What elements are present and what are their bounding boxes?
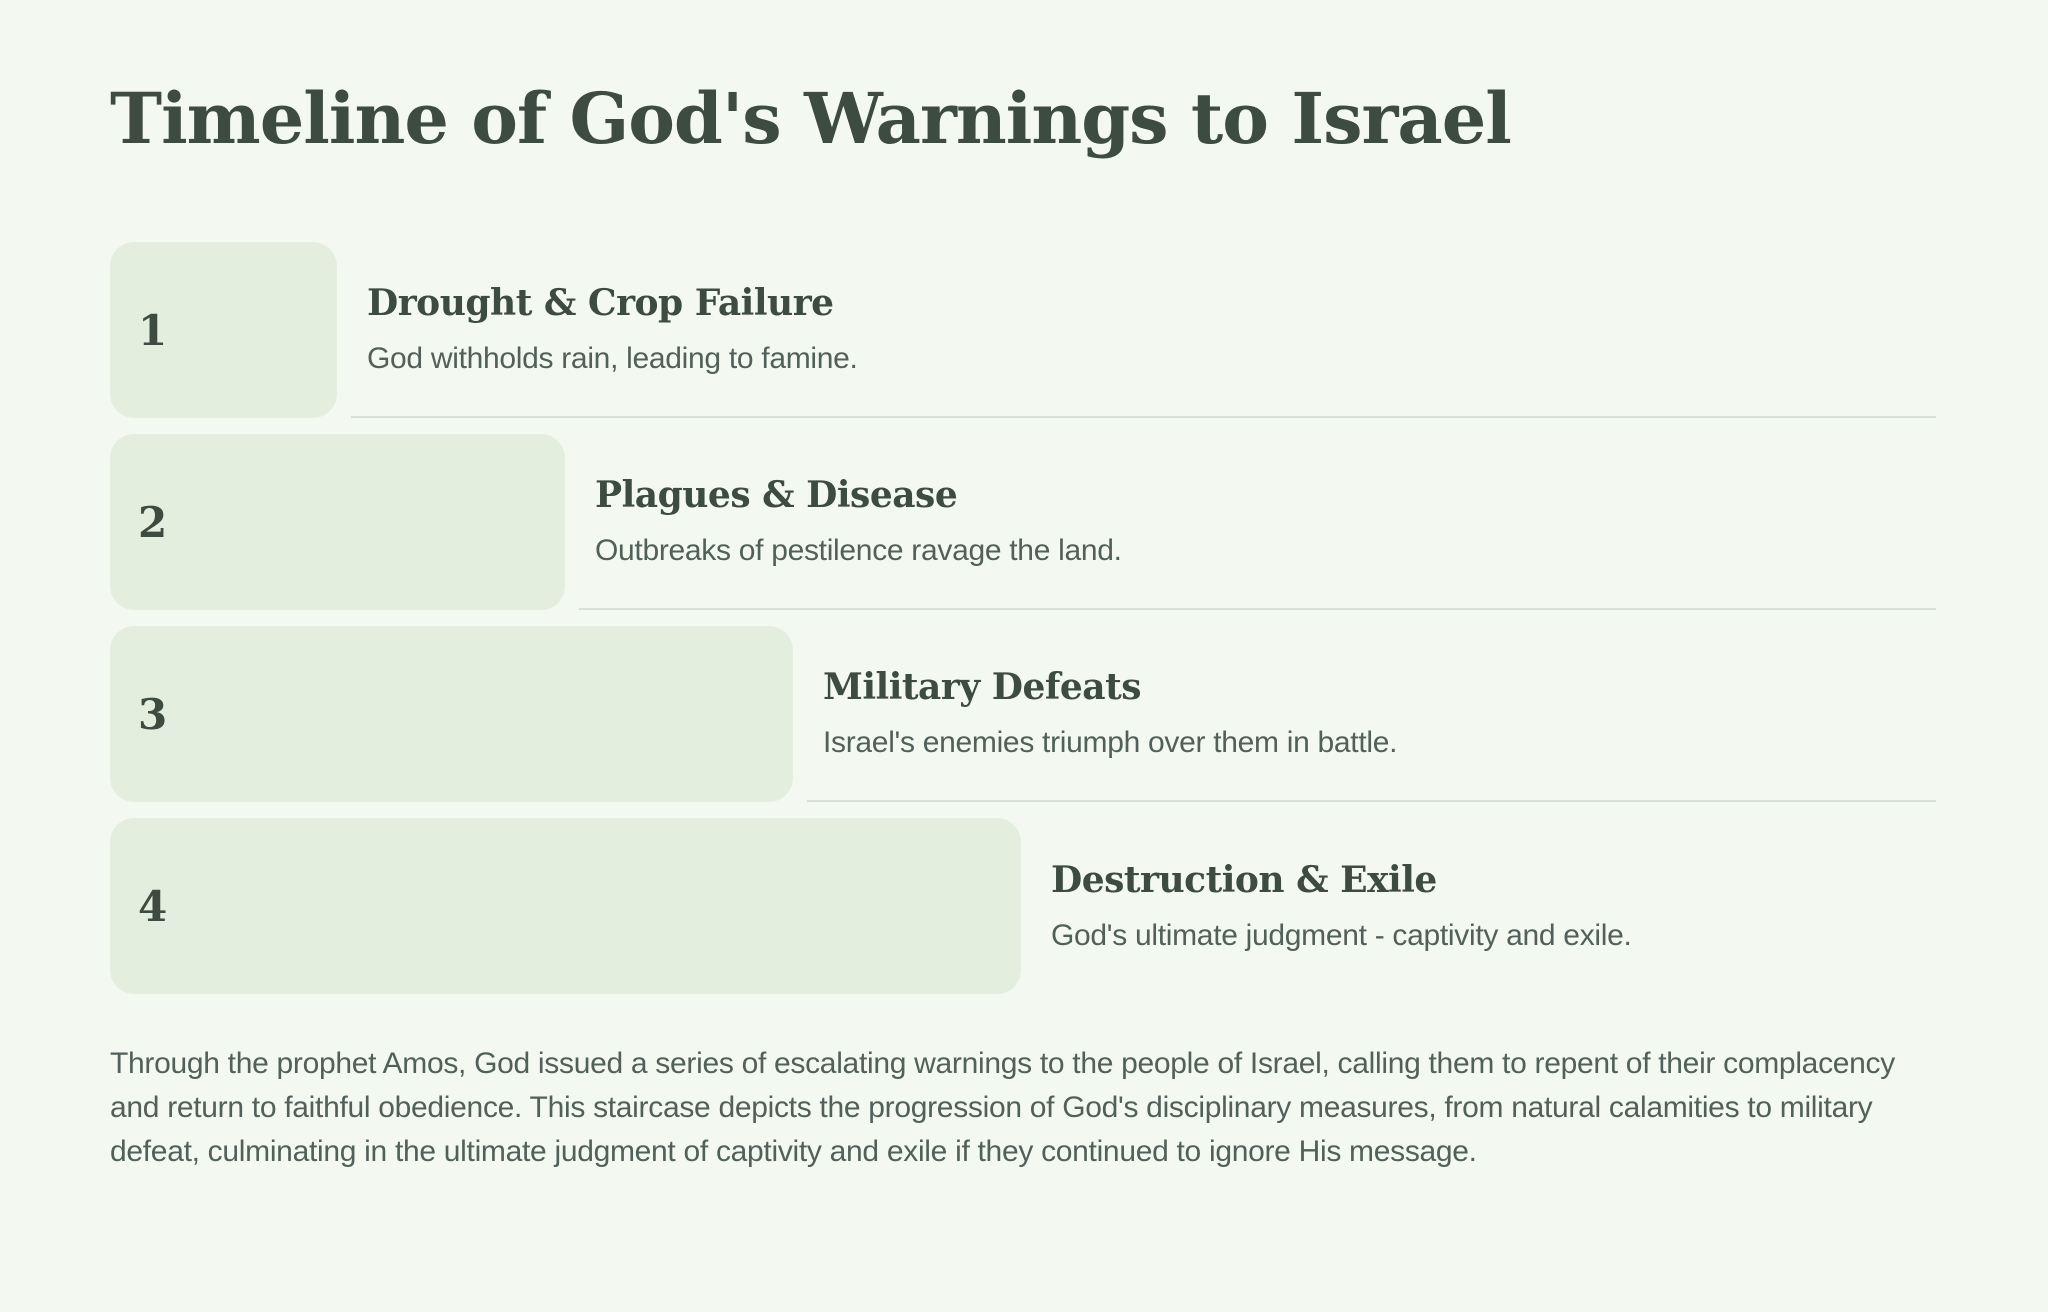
step-2-description: Outbreaks of pestilence ravage the land. (595, 534, 1122, 567)
step-1-text: Drought & Crop Failure God withholds rai… (351, 242, 1936, 418)
summary-paragraph: Through the prophet Amos, God issued a s… (110, 1047, 1895, 1168)
step-4-title: Destruction & Exile (1051, 859, 1437, 901)
step-4-bar: 4 (110, 818, 1021, 994)
step-3-title: Military Defeats (823, 666, 1142, 708)
step-4-description: God's ultimate judgment - captivity and … (1051, 919, 1632, 952)
timeline-step-3: 3 Military Defeats Israel's enemies triu… (110, 626, 1936, 802)
timeline-step-1: 1 Drought & Crop Failure God withholds r… (110, 242, 1936, 418)
step-2-bar: 2 (110, 434, 565, 610)
step-3-text: Military Defeats Israel's enemies triump… (807, 626, 1936, 802)
page: Timeline of God's Warnings to Israel 1 D… (0, 70, 2048, 1312)
step-2-number: 2 (138, 497, 168, 547)
step-4-text: Destruction & Exile God's ultimate judgm… (1035, 818, 1936, 994)
step-4-number: 4 (138, 881, 168, 931)
step-1-title: Drought & Crop Failure (367, 282, 834, 324)
step-1-bar: 1 (110, 242, 337, 418)
step-1-description: God withholds rain, leading to famine. (367, 342, 858, 375)
step-1-number: 1 (138, 305, 168, 355)
step-3-number: 3 (138, 689, 168, 739)
step-3-description: Israel's enemies triumph over them in ba… (823, 726, 1398, 759)
timeline-staircase: 1 Drought & Crop Failure God withholds r… (110, 242, 1936, 994)
step-3-bar: 3 (110, 626, 793, 802)
timeline-step-4: 4 Destruction & Exile God's ultimate jud… (110, 818, 1936, 994)
step-2-text: Plagues & Disease Outbreaks of pestilenc… (579, 434, 1936, 610)
step-2-title: Plagues & Disease (595, 474, 958, 516)
page-title: Timeline of God's Warnings to Israel (110, 77, 1512, 160)
timeline-step-2: 2 Plagues & Disease Outbreaks of pestile… (110, 434, 1936, 610)
